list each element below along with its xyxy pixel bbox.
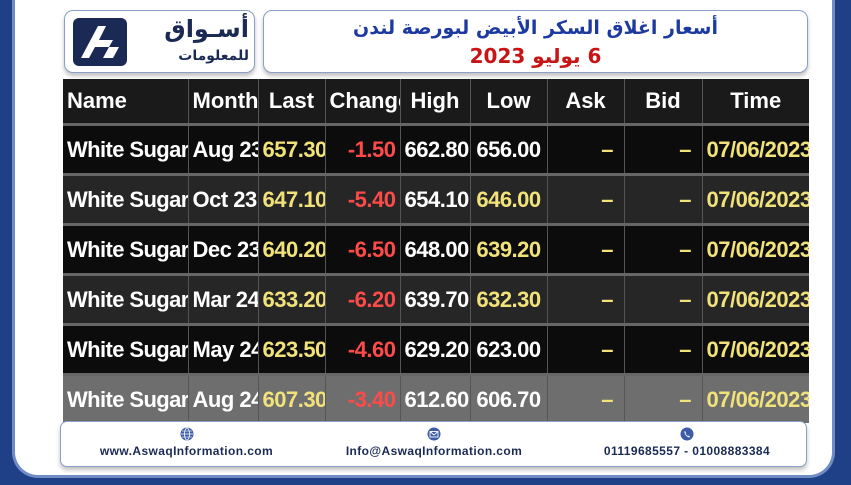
column-header-last: Last [258, 79, 326, 126]
cell-change: -6.20 [325, 273, 401, 325]
cell-last: 640.20s [258, 223, 326, 275]
cell-ask: – [547, 173, 625, 225]
cell-change: -6.50 [325, 223, 401, 275]
cell-change: -1.50 [325, 123, 401, 175]
cell-bid: – [624, 273, 703, 325]
cell-name: White Sugar #5 [63, 123, 189, 175]
cell-last: 657.30s [258, 123, 326, 175]
table-row: White Sugar #5Mar 24633.20s-6.20639.7063… [63, 273, 809, 325]
cell-high: 654.10 [400, 173, 471, 225]
cell-month: May 24 [188, 323, 259, 375]
cell-ask: – [547, 123, 625, 175]
cell-time: 07/06/2023 [702, 223, 809, 275]
cell-bid: – [624, 173, 703, 225]
cell-last: 647.10s [258, 173, 326, 225]
cell-time: 07/06/2023 [702, 123, 809, 175]
aswaq-logo-icon [73, 18, 127, 66]
prices-table: Name Month Last Change High Low Ask Bid … [63, 79, 809, 423]
cell-month: Dec 23 [188, 223, 259, 275]
column-header-low: Low [470, 79, 548, 126]
website-text: www.AswaqInformation.com [99, 444, 274, 458]
column-header-change: Change [325, 79, 401, 126]
column-header-high: High [400, 79, 471, 126]
logo-text-top: أسـواق [164, 15, 249, 43]
phones-text: 01119685557 - 01008883384 [603, 444, 771, 458]
footer-website[interactable]: www.AswaqInformation.com [69, 427, 304, 458]
cell-change: -5.40 [325, 173, 401, 225]
cell-low: 623.00 [470, 323, 548, 375]
cell-time: 07/06/2023 [702, 273, 809, 325]
logo-text-bottom: للمعلومات [178, 48, 249, 64]
footer-email[interactable]: Info@AswaqInformation.com [319, 427, 549, 458]
cell-name: White Sugar #5 [63, 323, 189, 375]
cell-month: Oct 23 [188, 173, 259, 225]
table-row: White Sugar #5Aug 23657.30s-1.50662.8065… [63, 123, 809, 175]
cell-name: White Sugar #5 [63, 373, 189, 423]
cell-name: White Sugar #5 [63, 223, 189, 275]
cell-change: -3.40 [325, 373, 401, 423]
cell-ask: – [547, 323, 625, 375]
cell-month: Aug 23 [188, 123, 259, 175]
column-header-name: Name [63, 79, 189, 126]
column-header-ask: Ask [547, 79, 625, 126]
contact-footer: www.AswaqInformation.com Info@AswaqInfor… [60, 421, 807, 467]
cell-high: 639.70 [400, 273, 471, 325]
cell-ask: – [547, 223, 625, 275]
page-title: أسعار اغلاق السكر الأبيض لبورصة لندن [353, 17, 718, 39]
cell-last: 633.20s [258, 273, 326, 325]
column-header-time: Time [702, 79, 809, 126]
table-header-row: Name Month Last Change High Low Ask Bid … [63, 79, 809, 126]
cell-high: 648.00 [400, 223, 471, 275]
email-icon [427, 427, 441, 441]
cell-time: 07/06/2023 [702, 173, 809, 225]
cell-change: -4.60 [325, 323, 401, 375]
cell-high: 629.20 [400, 323, 471, 375]
cell-bid: – [624, 373, 703, 423]
column-header-bid: Bid [624, 79, 703, 126]
cell-low: 656.00 [470, 123, 548, 175]
cell-time: 07/06/2023 [702, 373, 809, 423]
cell-high: 612.60 [400, 373, 471, 423]
cell-bid: – [624, 123, 703, 175]
cell-time: 07/06/2023 [702, 323, 809, 375]
table-row: White Sugar #5May 24623.50s-4.60629.2062… [63, 323, 809, 375]
cell-low: 639.20 [470, 223, 548, 275]
cell-last: 623.50s [258, 323, 326, 375]
cell-month: Mar 24 [188, 273, 259, 325]
column-header-month: Month [188, 79, 259, 126]
cell-month: Aug 24 [188, 373, 259, 423]
phone-icon [680, 427, 694, 441]
cell-low: 606.70 [470, 373, 548, 423]
cell-last: 607.30s [258, 373, 326, 423]
table-row: White Sugar #5Oct 23647.10s-5.40654.1064… [63, 173, 809, 225]
cell-name: White Sugar #5 [63, 273, 189, 325]
cell-low: 646.00 [470, 173, 548, 225]
table-row: White Sugar #5Dec 23640.20s-6.50648.0063… [63, 223, 809, 275]
globe-icon [180, 427, 193, 441]
page-date: 6 يوليو 2023 [469, 44, 602, 68]
cell-high: 662.80 [400, 123, 471, 175]
title-box: أسعار اغلاق السكر الأبيض لبورصة لندن 6 ي… [263, 10, 808, 73]
footer-phones[interactable]: 01119685557 - 01008883384 [569, 427, 805, 458]
cell-low: 632.30 [470, 273, 548, 325]
logo: أسـواق للمعلومات [64, 10, 255, 73]
cell-name: White Sugar #5 [63, 173, 189, 225]
cell-ask: – [547, 273, 625, 325]
email-text: Info@AswaqInformation.com [345, 444, 523, 458]
cell-bid: – [624, 223, 703, 275]
cell-bid: – [624, 323, 703, 375]
table-row: White Sugar #5Aug 24607.30s-3.40612.6060… [63, 373, 809, 423]
cell-ask: – [547, 373, 625, 423]
